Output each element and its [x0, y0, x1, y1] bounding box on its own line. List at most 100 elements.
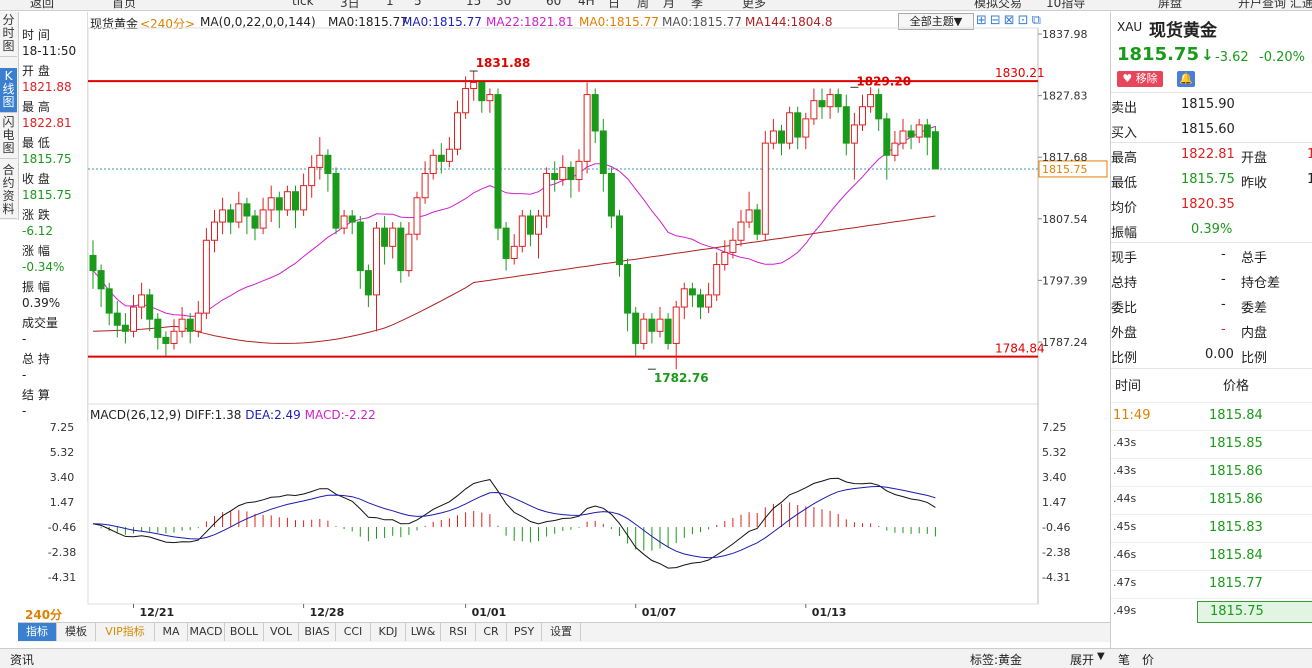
toolbar-item[interactable]: 更多 — [742, 0, 767, 10]
candle-body — [802, 118, 810, 138]
tab-bias[interactable]: BIAS — [299, 623, 336, 641]
candle-body — [494, 94, 502, 229]
macd-name: MACD(26,12,9) — [90, 408, 182, 422]
candle-body — [146, 294, 154, 320]
tab-psy[interactable]: PSY — [507, 623, 542, 641]
tab-rsi[interactable]: RSI — [441, 623, 476, 641]
candle-body — [227, 209, 235, 223]
tab-indicator[interactable]: 指标 — [18, 623, 57, 641]
theme-select-button[interactable]: 全部主题▼ — [898, 13, 974, 30]
toolbar-item[interactable]: 开户查询 — [1238, 0, 1287, 10]
chart-tools-icons[interactable]: ⊞⊟⊠⊡⧉ — [976, 13, 1044, 28]
news-link[interactable]: 资讯 — [10, 653, 35, 667]
candle-body — [340, 215, 348, 229]
price-annotations: 1831.88 1829.20 1782.76 — [469, 56, 911, 385]
candle-body — [97, 270, 105, 290]
ratio-value: - — [1221, 297, 1226, 312]
bell-icon[interactable]: 🔔 — [1177, 71, 1195, 87]
tab-vip-indicator[interactable]: VIP指标 — [96, 623, 155, 641]
tab-kdj[interactable]: KDJ — [371, 623, 406, 641]
ma0-value-d: MA0:1815.77 — [662, 15, 742, 29]
now-vol-label: 现手 — [1111, 251, 1138, 266]
toolbar-item[interactable]: 10指导 — [1046, 0, 1086, 10]
tab-vol[interactable]: VOL — [264, 623, 299, 641]
toolbar-item[interactable]: tick — [292, 0, 314, 8]
toolbar-item[interactable]: 季 — [691, 0, 704, 10]
tab-template[interactable]: 模板 — [57, 623, 96, 641]
candle-body — [186, 318, 194, 332]
symbol-code: XAU — [1117, 20, 1143, 34]
tab-flash[interactable]: 闪电图 — [0, 114, 17, 159]
tab-ma[interactable]: MA — [155, 623, 188, 641]
remove-watch-button[interactable]: ♥ 移除 — [1117, 71, 1163, 87]
tick-price: 1815.84 — [1209, 408, 1263, 423]
toolbar-item[interactable]: 4H — [578, 0, 595, 8]
candle-body — [219, 209, 227, 223]
toolbar-item[interactable]: 60 — [546, 0, 562, 8]
tick-price-header: 价格 — [1223, 379, 1250, 394]
tick-time: .43s — [1113, 436, 1137, 449]
price-tick-label: 1827.83 — [1042, 90, 1088, 103]
candle-body — [202, 239, 210, 314]
toolbar-item[interactable]: 5 — [414, 0, 422, 8]
tick-row: .43s 1815.85 — [1111, 430, 1312, 459]
macd-panel: 7.25 7.25 5.32 5.32 3.40 3.40 1.47 1.47 -0.46 -0.… — [48, 421, 1071, 584]
tab-cci[interactable]: CCI — [336, 623, 371, 641]
ma-settings[interactable]: MA(0,0,22,0,0,144) — [200, 15, 316, 29]
candle-body — [721, 251, 729, 266]
toolbar-item[interactable]: 屏盘 — [1158, 0, 1183, 10]
candle-body — [931, 131, 939, 170]
tick-price: 1815.86 — [1209, 492, 1263, 507]
prop-label: 比例 — [1111, 351, 1138, 366]
toolbar-item[interactable]: 汇通网 — [1290, 0, 1312, 10]
tab-settings[interactable]: 设置 — [542, 623, 581, 641]
sell-label: 卖出 — [1111, 101, 1138, 116]
tab-cr[interactable]: CR — [476, 623, 507, 641]
ma22-line — [92, 125, 936, 317]
toolbar-item[interactable]: 月 — [663, 0, 676, 10]
candle-body — [138, 294, 146, 308]
toolbar-item[interactable]: 30 — [496, 0, 512, 8]
tab-boll[interactable]: BOLL — [225, 623, 264, 641]
moving-average-lines — [92, 125, 936, 344]
toolbar-item[interactable]: 模拟交易 — [974, 0, 1023, 10]
status-bar: 资讯 标签:黄金 展开 ▼ 笔 价 — [0, 648, 1312, 668]
candle-body — [535, 215, 542, 235]
avg-label-r: 均价 — [1111, 201, 1138, 216]
candle-body — [178, 318, 186, 332]
tick-time: 11:49 — [1113, 408, 1151, 423]
tab-kline[interactable]: K线图 — [0, 68, 17, 113]
tab-lw[interactable]: LW& — [406, 623, 441, 641]
candle-body — [373, 227, 380, 296]
kline-chart[interactable]: 1830.21 1784.84 1815.75 1831.88 1829.20 1782… — [0, 0, 1110, 622]
candle-body — [575, 160, 583, 181]
period-label[interactable]: 240分 — [25, 608, 63, 622]
outer-label: 外盘 — [1111, 326, 1138, 341]
candle-body — [162, 336, 170, 344]
toolbar-item[interactable]: 首页 — [112, 0, 137, 10]
tab-macd[interactable]: MACD — [188, 623, 225, 641]
last-price: 1815.75 — [1117, 44, 1199, 65]
price-tick-label: 1817.68 — [1042, 151, 1088, 164]
prop-value: 0.00 — [1205, 347, 1234, 362]
toolbar-item[interactable]: 3日 — [340, 0, 360, 10]
toolbar-item[interactable]: 日 — [608, 0, 621, 10]
candle-body — [632, 312, 640, 344]
price-change-pct: -0.20% — [1259, 50, 1305, 65]
toolbar-item[interactable]: 周 — [637, 0, 650, 10]
macd-right-tick: 1.47 — [1042, 496, 1067, 509]
candle-body — [478, 81, 486, 102]
chevron-down-icon[interactable]: ▼ — [1097, 651, 1105, 662]
candle-body — [850, 124, 858, 144]
tab-contract-info[interactable]: 合约资料 — [0, 162, 17, 219]
ma0-value-c: MA0:1815.77 — [579, 15, 659, 29]
right-quote-panel: XAU 现货黄金 1815.75 ↓ -3.62 -0.20% ♥ 移除 🔔 卖… — [1110, 12, 1312, 648]
high-label: 最 高 — [22, 100, 50, 114]
toolbar-item[interactable]: 1 — [386, 0, 394, 8]
toolbar-item[interactable]: 返回 — [30, 0, 55, 10]
tab-timeshare[interactable]: 分时图 — [0, 12, 17, 57]
expand-button[interactable]: 展开 — [1070, 653, 1095, 667]
candle-body — [559, 166, 567, 181]
date-label: 12/28 — [310, 606, 345, 619]
toolbar-item[interactable]: 15 — [466, 0, 482, 8]
